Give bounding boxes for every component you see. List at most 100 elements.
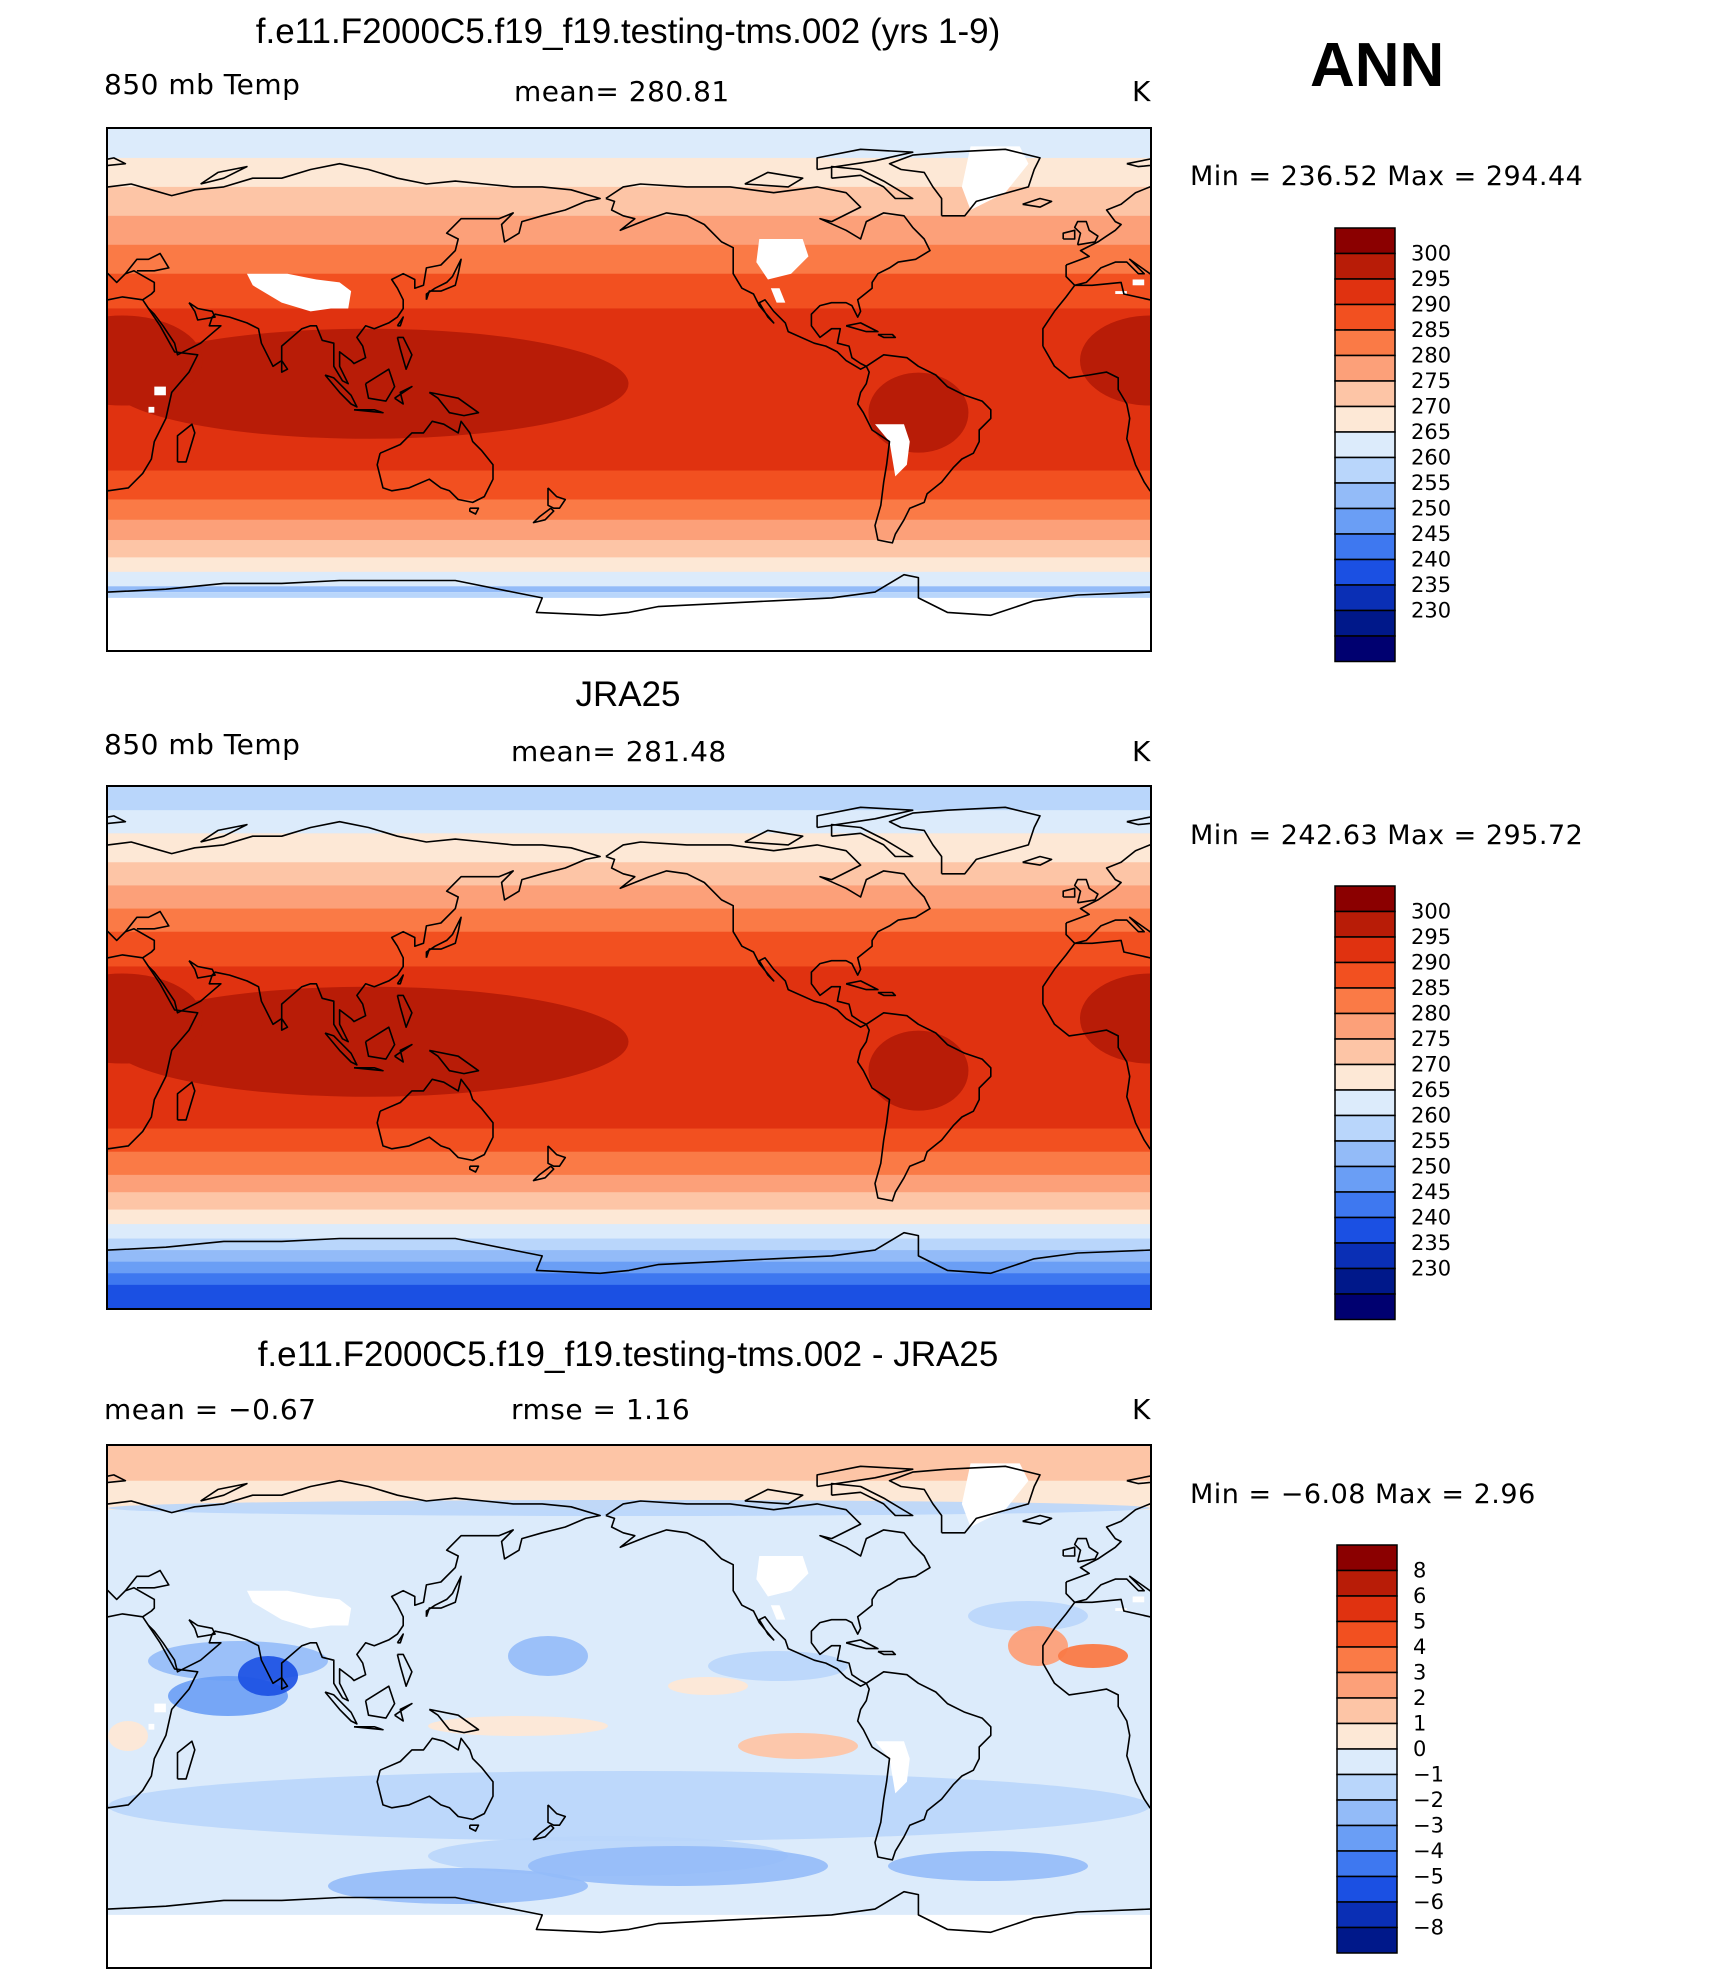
coastline xyxy=(744,1488,804,1505)
colorbar-tick-label: 8 xyxy=(1413,1559,1426,1583)
panel-2-units-label: K xyxy=(1132,735,1151,768)
colorbar-tick-label: 255 xyxy=(1411,1129,1451,1153)
coastline xyxy=(376,1737,494,1821)
colorbar-swatch xyxy=(1336,1595,1398,1623)
coastline xyxy=(1062,229,1076,240)
colorbar-swatch xyxy=(1336,1824,1398,1852)
colorbar-swatch xyxy=(1334,558,1396,586)
coastline xyxy=(888,1465,1041,1534)
coastline xyxy=(605,1500,931,1687)
colorbar-swatch xyxy=(1334,1012,1396,1040)
colorbar-tick-label: 300 xyxy=(1411,242,1451,266)
colorbar-tick-label: 5 xyxy=(1413,1610,1426,1634)
coastline xyxy=(108,1890,1150,1934)
colorbar-swatch xyxy=(1334,482,1396,510)
coastline xyxy=(605,841,931,1028)
colorbar-swatch xyxy=(1334,329,1396,357)
colorbar-swatch xyxy=(1336,1671,1398,1699)
coastline xyxy=(1065,1575,1150,1604)
colorbar-swatch xyxy=(1336,1544,1398,1572)
colorbar-tick-label: 295 xyxy=(1411,267,1451,291)
colorbar-swatch xyxy=(1334,354,1396,382)
colorbar-tick-label: 290 xyxy=(1411,951,1451,975)
coastline xyxy=(1022,197,1053,208)
colorbar-tick-label: 230 xyxy=(1411,599,1451,623)
colorbar-swatch xyxy=(1334,635,1396,663)
coastline xyxy=(830,823,914,858)
colorbar-tick-label: 4 xyxy=(1413,1635,1426,1659)
colorbar-tick-label: 265 xyxy=(1411,420,1451,444)
colorbar-swatch xyxy=(1334,278,1396,306)
panel-1-units-label: K xyxy=(1132,75,1151,108)
coastline xyxy=(1065,258,1150,287)
colorbar-swatch xyxy=(1334,1114,1396,1142)
missing-data-mask xyxy=(148,1723,155,1730)
panel-3-map-field xyxy=(108,1446,1150,1967)
coastline xyxy=(845,1639,879,1650)
coastline xyxy=(830,165,914,200)
coastline xyxy=(1073,220,1099,246)
colorbar-swatch xyxy=(1334,1293,1396,1321)
colorbar-tick-label: 240 xyxy=(1411,1206,1451,1230)
colorbar-tick-label: 2 xyxy=(1413,1686,1426,1710)
missing-data-mask xyxy=(756,238,809,280)
colorbar-swatch xyxy=(1334,1191,1396,1219)
coastline xyxy=(280,1677,289,1690)
colorbar-swatch xyxy=(1334,1038,1396,1066)
coastline xyxy=(856,1671,992,1861)
panel-1-title: f.e11.F2000C5.f19_f19.testing-tms.002 (y… xyxy=(255,12,1001,51)
colorbar-tick-label: 245 xyxy=(1411,1180,1451,1204)
colorbar-swatch xyxy=(1334,533,1396,561)
coastline xyxy=(396,316,404,327)
coastline xyxy=(744,171,804,188)
colorbar-swatch xyxy=(1334,303,1396,331)
colorbar-swatch xyxy=(1334,609,1396,637)
coastline xyxy=(1126,158,1150,168)
coastline xyxy=(425,1575,462,1618)
colorbar-swatch xyxy=(1334,252,1396,280)
season-label: ANN xyxy=(1310,31,1445,100)
missing-data-mask xyxy=(875,424,910,477)
colorbar-swatch xyxy=(1334,961,1396,989)
coastline xyxy=(396,336,413,370)
coastline xyxy=(108,573,1150,617)
colorbar-tick-label: 250 xyxy=(1411,497,1451,521)
colorbar-swatch xyxy=(1334,1216,1396,1244)
coastline xyxy=(280,1018,289,1031)
coastline xyxy=(200,165,248,185)
colorbar-swatch xyxy=(1334,1242,1396,1270)
coastline xyxy=(877,333,897,339)
colorbar-tick-label: −1 xyxy=(1413,1763,1444,1787)
panel-1-colorbar: 300 295 290 285 280 275 270 265 260 255 250 245 240 2… xyxy=(1334,227,1475,663)
colorbar-swatch xyxy=(1334,431,1396,459)
colorbar-swatch xyxy=(1336,1901,1398,1929)
colorbar-swatch xyxy=(1336,1722,1398,1750)
coastline xyxy=(1062,1546,1076,1557)
coastline xyxy=(532,1165,555,1182)
coastline xyxy=(280,360,289,373)
colorbar-swatch xyxy=(1334,910,1396,938)
colorbar-tick-label: 275 xyxy=(1411,369,1451,393)
coastline xyxy=(428,1049,480,1075)
missing-data-mask xyxy=(148,406,155,413)
colorbar-swatch xyxy=(1334,1267,1396,1295)
colorbar-tick-label: 235 xyxy=(1411,1231,1451,1255)
colorbar-tick-label: 285 xyxy=(1411,318,1451,342)
missing-data-mask xyxy=(154,1703,166,1713)
colorbar-tick-label: −5 xyxy=(1413,1865,1444,1889)
coastline xyxy=(324,1691,358,1725)
coastline xyxy=(856,354,992,544)
colorbar-swatch xyxy=(1334,584,1396,612)
colorbar-swatch xyxy=(1336,1850,1398,1878)
colorbar-tick-label: 240 xyxy=(1411,548,1451,572)
colorbar-tick-label: −4 xyxy=(1413,1839,1444,1863)
coastline xyxy=(124,910,170,933)
coastline xyxy=(200,1482,248,1502)
coastline xyxy=(200,823,248,843)
colorbar-tick-label: 270 xyxy=(1411,395,1451,419)
colorbar-tick-label: 285 xyxy=(1411,976,1451,1000)
colorbar-swatch xyxy=(1334,885,1396,913)
coastline xyxy=(469,1165,480,1173)
coastline xyxy=(1126,816,1150,826)
